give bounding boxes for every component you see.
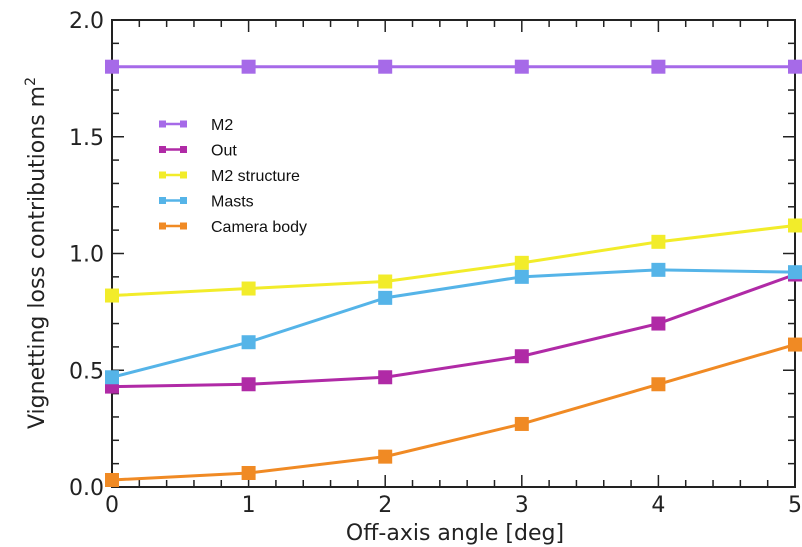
legend-label: Camera body [211, 219, 307, 236]
legend-label: Masts [211, 194, 254, 211]
data-point-out [651, 316, 666, 331]
series-m2-structure [105, 218, 802, 303]
y-tick-label: 0.0 [69, 476, 104, 501]
legend-label: M2 structure [211, 168, 300, 185]
series-masts [105, 262, 802, 385]
data-point-masts [651, 262, 666, 277]
legend-marker [180, 146, 187, 153]
x-tick-label: 5 [788, 493, 802, 518]
data-point-m2 [788, 59, 802, 74]
data-point-m2 [241, 59, 256, 74]
data-point-camera-body [788, 337, 802, 352]
data-point-camera-body [514, 416, 529, 431]
y-tick-label: 2.0 [69, 9, 104, 34]
series-camera-body [105, 337, 802, 487]
legend-item-camera-body: Camera body [159, 219, 307, 236]
data-point-m2-structure [514, 255, 529, 270]
series-line-m2-structure [111, 223, 796, 298]
y-tick-label: 1.0 [69, 243, 104, 268]
data-point-out [514, 349, 529, 364]
data-point-masts [241, 335, 256, 350]
legend-item-out: Out [159, 143, 237, 160]
x-tick-label: 4 [651, 493, 665, 518]
legend-marker [180, 197, 187, 204]
data-point-camera-body [105, 472, 119, 487]
y-axis-title: Vignetting loss contributions m2 [23, 77, 50, 429]
axis-ticks [111, 19, 796, 488]
data-point-m2-structure [651, 234, 666, 249]
legend-item-m2-structure: M2 structure [159, 168, 300, 185]
legend-item-masts: Masts [159, 194, 254, 211]
series-m2 [105, 59, 802, 74]
data-point-m2 [378, 59, 393, 74]
data-point-masts [788, 265, 802, 280]
x-tick-label: 1 [242, 493, 256, 518]
legend-marker [159, 222, 166, 230]
data-point-camera-body [378, 449, 393, 464]
data-point-m2-structure [788, 218, 802, 233]
data-point-camera-body [651, 377, 666, 392]
x-axis-title: Off-axis angle [deg] [346, 521, 564, 546]
legend-marker [159, 120, 166, 128]
y-axis-title-superscript: 2 [23, 77, 39, 86]
data-point-out [241, 377, 256, 392]
data-point-m2-structure [105, 288, 119, 303]
y-tick-label: 0.5 [69, 359, 104, 384]
series-layer [105, 59, 802, 487]
legend-label: Out [211, 143, 237, 160]
tick-labels: 0 1 2 3 4 5 0.0 0.5 1.0 1.5 2.0 [69, 9, 802, 518]
series-line-out [111, 273, 796, 389]
legend-marker [180, 171, 187, 179]
data-point-m2 [514, 59, 529, 74]
data-point-m2-structure [241, 281, 256, 296]
legend-marker [180, 222, 187, 230]
x-tick-label: 0 [105, 493, 119, 518]
x-tick-label: 3 [515, 493, 529, 518]
legend-item-m2: M2 [159, 117, 233, 134]
data-point-masts [514, 269, 529, 284]
legend-label: M2 [211, 117, 233, 134]
data-point-m2-structure [378, 274, 393, 289]
data-point-out [378, 370, 393, 385]
data-point-masts [105, 370, 119, 385]
data-point-camera-body [241, 465, 256, 480]
y-axis-title-text: Vignetting loss contributions m [25, 86, 50, 429]
legend-marker [159, 197, 166, 204]
data-point-masts [378, 290, 393, 305]
legend-marker [159, 171, 166, 179]
series-line-camera-body [111, 343, 796, 482]
data-point-m2 [105, 59, 119, 74]
data-point-m2 [651, 59, 666, 74]
y-tick-label: 1.5 [69, 126, 104, 151]
legend: M2 Out M2 structure Masts Camera body [159, 117, 307, 236]
series-line-masts [111, 268, 796, 379]
legend-marker [180, 120, 187, 128]
x-tick-label: 2 [378, 493, 392, 518]
legend-marker [159, 146, 166, 153]
